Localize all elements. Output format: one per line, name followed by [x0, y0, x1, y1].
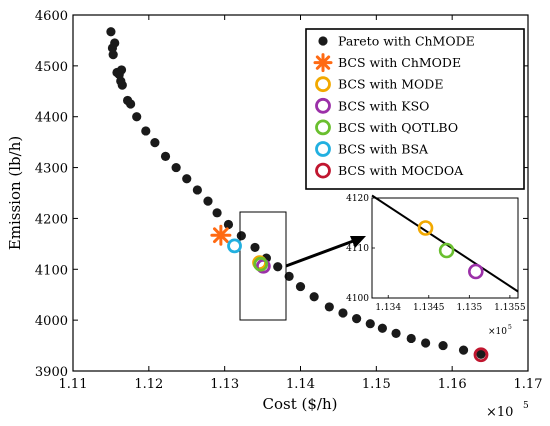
y-tick-label: 4200 [35, 212, 68, 227]
legend-label-bcs-with-kso: BCS with KSO [338, 98, 429, 113]
x-axis-label: Cost ($/h) [263, 395, 338, 413]
inset-x-multiplier: ×10 5 [488, 324, 512, 337]
inset-x-tick-label: 1.134 [375, 303, 401, 313]
pareto-point [106, 27, 116, 37]
legend-label-bcs-with-mode: BCS with MODE [338, 77, 443, 92]
pareto-point [273, 262, 283, 272]
pareto-point [365, 319, 375, 329]
pareto-point [406, 333, 416, 344]
inset: 1.134 1.1345 1.135 1.1355 4100 4110 4120 ×10 5 [346, 194, 526, 337]
inset-x-tick-label: 1.1345 [413, 303, 445, 313]
pareto-point [117, 80, 127, 90]
pareto-series [106, 27, 486, 359]
legend-label-pareto-with-chmode: Pareto with ChMODE [338, 34, 475, 49]
bcs-point-qotlbo [253, 256, 269, 272]
y-axis-label: Emission (lb/h) [6, 136, 24, 250]
pareto-point [295, 281, 306, 292]
pareto-point [192, 185, 202, 195]
pareto-point [338, 308, 348, 318]
legend-label-bcs-with-bsa: BCS with BSA [338, 142, 429, 157]
inset-y-tick-label: 4110 [346, 244, 369, 254]
x-tick-label: 1.14 [286, 377, 315, 392]
pareto-point [284, 271, 294, 282]
legend-marker-pareto-with-chmode [318, 36, 328, 46]
y-tick-label: 4100 [35, 263, 68, 278]
legend-marker-bcs-with-qotlbo [315, 119, 331, 136]
pareto-point [150, 138, 160, 148]
pareto-point [438, 340, 448, 351]
pareto-point [203, 196, 213, 206]
legend-box [305, 28, 525, 190]
asterisk-stroke [315, 55, 331, 70]
legend-label-bcs-with-chmode: BCS with ChMODE [338, 55, 461, 70]
asterisk-stroke [213, 227, 229, 244]
x-multiplier-exp: 5 [523, 401, 529, 411]
x-tick-label: 1.17 [514, 377, 543, 392]
legend-marker-bcs-with-kso [315, 97, 331, 114]
pareto-point [309, 292, 319, 302]
pareto-point [476, 349, 486, 359]
legend-marker-bcs-with-mocdoa [315, 162, 331, 179]
bcs-point-bsa [227, 238, 242, 254]
pareto-point [352, 314, 362, 324]
legend-label-bcs-with-qotlbo: BCS with QOTLBO [338, 120, 458, 135]
x-tick-label: 1.12 [134, 377, 163, 392]
pareto-point [171, 162, 181, 173]
inset-y-tick-label: 4120 [346, 194, 369, 204]
pareto-point [160, 151, 171, 161]
zoom-arrow-line [285, 238, 357, 268]
y-tick-label: 3900 [35, 365, 68, 380]
bcs-point-mocdoa [473, 347, 489, 363]
legend: Pareto with ChMODE BCS with ChMODE BCS wit… [305, 28, 525, 190]
x-tick-label: 1.11 [59, 377, 88, 392]
inset-bcs-point [468, 263, 484, 280]
x-axis-ticks: 1.11 1.12 1.13 1.14 1.15 1.16 1.17 [59, 15, 543, 392]
y-tick-label: 4300 [35, 162, 68, 177]
bcs-point-chmode [210, 224, 232, 246]
inset-frame [371, 197, 519, 299]
pareto-point [421, 338, 431, 348]
inset-x-tick-label: 1.135 [456, 303, 482, 313]
y-tick-label: 4000 [35, 314, 68, 329]
pareto-point [108, 50, 118, 60]
x-tick-label: 1.15 [362, 377, 391, 392]
bcs-markers [210, 224, 489, 363]
inset-bcs-point [438, 242, 455, 259]
legend-marker-bcs-with-bsa [315, 141, 331, 157]
legend-label-bcs-with-mocdoa: BCS with MOCDOA [338, 163, 464, 178]
pareto-point [250, 242, 260, 253]
legend-marker-bcs-with-chmode [313, 53, 333, 73]
inset-bcs-point [417, 220, 434, 236]
pareto-point [223, 219, 234, 230]
pareto-point [458, 345, 469, 355]
y-axis-ticks: 3900 4000 4100 4200 4300 4400 4500 4600 [35, 9, 528, 380]
x-multiplier-base: ×10 [486, 405, 513, 420]
pareto-point [126, 99, 136, 109]
y-tick-label: 4600 [35, 9, 68, 24]
inset-x-tick-label: 1.1355 [494, 303, 526, 313]
x-axis-multiplier: ×10 5 [486, 401, 529, 420]
pareto-point [212, 208, 222, 218]
zoom-arrow-head [350, 236, 366, 248]
pareto-point [391, 328, 401, 338]
pareto-point [182, 174, 192, 184]
x-tick-label: 1.16 [438, 377, 467, 392]
pareto-point [377, 323, 387, 333]
pareto-point [141, 126, 151, 136]
inset-multiplier-exp: 5 [508, 324, 512, 331]
pareto-point [324, 302, 334, 312]
x-tick-label: 1.13 [210, 377, 239, 392]
y-tick-label: 4500 [35, 60, 68, 75]
inset-y-tick-label: 4100 [346, 294, 369, 304]
pareto-point [236, 231, 246, 241]
y-tick-label: 4400 [35, 111, 68, 126]
inset-multiplier-base: ×10 [488, 327, 507, 337]
pareto-point [132, 112, 142, 122]
legend-marker-bcs-with-mode [315, 76, 331, 93]
